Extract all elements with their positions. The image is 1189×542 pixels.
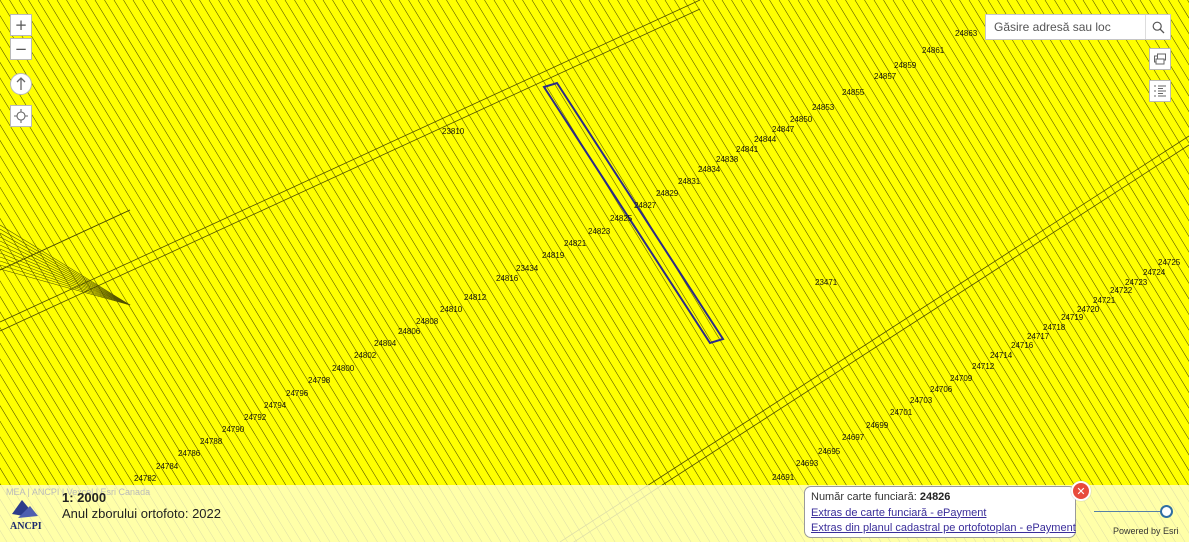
- svg-text:ANCPI: ANCPI: [10, 521, 42, 532]
- list-icon: [1154, 85, 1166, 97]
- parcel-labels: 24863 24861 24859 24857 24855 24853 2485024847…: [134, 29, 1181, 483]
- parcel-label: 24844: [754, 135, 777, 144]
- search-icon: [1152, 21, 1164, 33]
- parcel-label: 24847: [772, 125, 795, 134]
- plus-icon: +: [14, 15, 28, 34]
- parcel-label: 24808: [416, 317, 439, 326]
- parcel-label: 24721: [1093, 296, 1116, 305]
- search-widget: [985, 14, 1171, 40]
- selected-parcel[interactable]: [542, 81, 725, 345]
- parcel-label: 24863: [955, 29, 978, 38]
- powered-by-esri: Powered by Esri: [1113, 526, 1179, 536]
- basemap-gallery-button[interactable]: [1149, 48, 1171, 70]
- zoom-in-button[interactable]: +: [10, 14, 32, 36]
- parcel-label: 24717: [1027, 332, 1050, 341]
- parcel-label: 24790: [222, 425, 245, 434]
- parcel-label: 24804: [374, 339, 397, 348]
- parcel-label: 24834: [698, 165, 721, 174]
- parcel-label: 24794: [264, 401, 287, 410]
- parcel-label: 24812: [464, 293, 487, 302]
- parcel-label: 24861: [922, 46, 945, 55]
- parcel-label: 24701: [890, 408, 913, 417]
- parcel-label: 24823: [588, 227, 611, 236]
- ancpi-logo: ANCPI: [10, 500, 42, 532]
- parcel-label: 24816: [496, 274, 519, 283]
- close-icon: ✕: [1076, 485, 1086, 498]
- legend-button[interactable]: [1149, 80, 1171, 102]
- zoom-out-button[interactable]: −: [10, 38, 32, 60]
- parcel-label: 24857: [874, 72, 897, 81]
- search-input[interactable]: [986, 15, 1146, 39]
- extras-plan-link[interactable]: Extras din planul cadastral pe ortofotop…: [811, 522, 1076, 534]
- parcel-label: 24725: [1158, 258, 1181, 267]
- extras-carte-link[interactable]: Extras de carte funciară - ePayment: [811, 506, 987, 519]
- parcel-label: 23434: [516, 264, 539, 273]
- map-attribution: MEA | ANCPI | Vexcel | Esri Canada: [6, 487, 151, 497]
- parcel-label: 24859: [894, 61, 917, 70]
- parcel-label: 24699: [866, 421, 889, 430]
- parcel-label: 24724: [1143, 268, 1166, 277]
- parcel-label: 24693: [796, 459, 819, 468]
- popup-label: Număr carte funciară:: [811, 491, 917, 503]
- parcel-label: 24798: [308, 376, 331, 385]
- opacity-slider[interactable]: [1094, 502, 1174, 522]
- popup-title-row: Număr carte funciară: 24826: [811, 490, 1069, 506]
- parcel-label: 24810: [440, 305, 463, 314]
- parcel-label: 24788: [200, 437, 223, 446]
- parcel-label: 24819: [542, 251, 565, 260]
- parcel-label: 24719: [1061, 313, 1084, 322]
- parcel-label: 24792: [244, 413, 267, 422]
- parcel-label: 24827: [634, 201, 657, 210]
- parcel-label: 24784: [156, 462, 179, 471]
- parcel-label: 24706: [930, 385, 953, 394]
- parcel-label: 24802: [354, 351, 377, 360]
- ortho-year: Anul zborului ortofoto: 2022: [62, 506, 221, 521]
- parcel-label: 24806: [398, 327, 421, 336]
- parcel-label: 23471: [815, 278, 838, 287]
- map-scale: 1: 2000: [62, 490, 107, 505]
- parcel-label: 24723: [1125, 278, 1148, 287]
- parcel-label: 24782: [134, 474, 157, 483]
- layers-icon: [1154, 53, 1166, 65]
- parcel-label: 24720: [1077, 305, 1100, 314]
- parcel-label: 23810: [442, 127, 465, 136]
- parcel-label: 24841: [736, 145, 759, 154]
- parcel-label: 24716: [1011, 341, 1034, 350]
- search-button[interactable]: [1145, 15, 1170, 39]
- popup-close-button[interactable]: ✕: [1071, 481, 1091, 501]
- slider-handle[interactable]: [1160, 505, 1173, 518]
- parcel-label: 24855: [842, 88, 865, 97]
- parcel-label: 24695: [818, 447, 841, 456]
- locate-button[interactable]: [10, 105, 32, 127]
- north-arrow-icon: [16, 77, 26, 90]
- parcel-label: 24838: [716, 155, 739, 164]
- parcel-label: 24697: [842, 433, 865, 442]
- compass-button[interactable]: [10, 73, 32, 95]
- parcel-label: 24796: [286, 389, 309, 398]
- parcel-popup: Număr carte funciară: 24826 Extras de ca…: [804, 486, 1076, 538]
- parcel-label: 24853: [812, 103, 835, 112]
- crosshair-icon: [14, 109, 28, 123]
- parcel-label: 24800: [332, 364, 355, 373]
- parcel-label: 24821: [564, 239, 587, 248]
- parcel-label: 24786: [178, 449, 201, 458]
- parcel-label: 24712: [972, 362, 995, 371]
- parcel-label: 24691: [772, 473, 795, 482]
- slider-track: [1094, 511, 1164, 512]
- parcel-label: 24831: [678, 177, 701, 186]
- parcel-label: 24722: [1110, 286, 1133, 295]
- minus-icon: −: [14, 39, 28, 58]
- parcel-label: 24718: [1043, 323, 1066, 332]
- parcel-label: 24703: [910, 396, 933, 405]
- parcel-label: 24829: [656, 189, 679, 198]
- popup-number: 24826: [919, 491, 951, 503]
- parcel-label: 24850: [790, 115, 813, 124]
- parcel-label: 24714: [990, 351, 1013, 360]
- parcel-label: 24825: [610, 214, 633, 223]
- parcel-label: 24709: [950, 374, 973, 383]
